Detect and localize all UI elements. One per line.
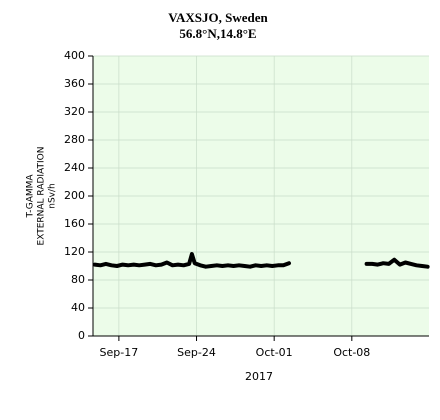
y-axis-title: T-GAMMA EXTERNAL RADIATION nSv/h: [26, 147, 58, 246]
y-tick-label: 80: [71, 273, 85, 286]
y-tick-label: 120: [64, 245, 85, 258]
x-tick-label: Sep-17: [100, 346, 139, 359]
y-label-line: EXTERNAL RADIATION: [37, 147, 47, 246]
y-tick-label: 200: [64, 189, 85, 202]
y-tick-label: 400: [64, 49, 85, 62]
y-tick-label: 280: [64, 133, 85, 146]
data-line: [92, 252, 430, 269]
y-tick-label: 40: [71, 301, 85, 314]
y-tick-label: 240: [64, 161, 85, 174]
chart-subtitle: 56.8°N,14.8°E: [179, 26, 256, 41]
x-tick-label: Oct-01: [256, 346, 293, 359]
x-tick-label: Oct-08: [333, 346, 370, 359]
x-axis-title: 2017: [245, 370, 273, 383]
y-label-line: nSv/h: [48, 183, 58, 208]
y-tick-label: 0: [78, 329, 85, 342]
y-tick-label: 360: [64, 77, 85, 90]
x-tick-label: Sep-24: [177, 346, 216, 359]
chart-title: VAXSJO, Sweden: [168, 10, 268, 25]
y-tick-label: 160: [64, 217, 85, 230]
y-tick-label: 320: [64, 105, 85, 118]
y-label-line: T-GAMMA: [26, 174, 36, 219]
